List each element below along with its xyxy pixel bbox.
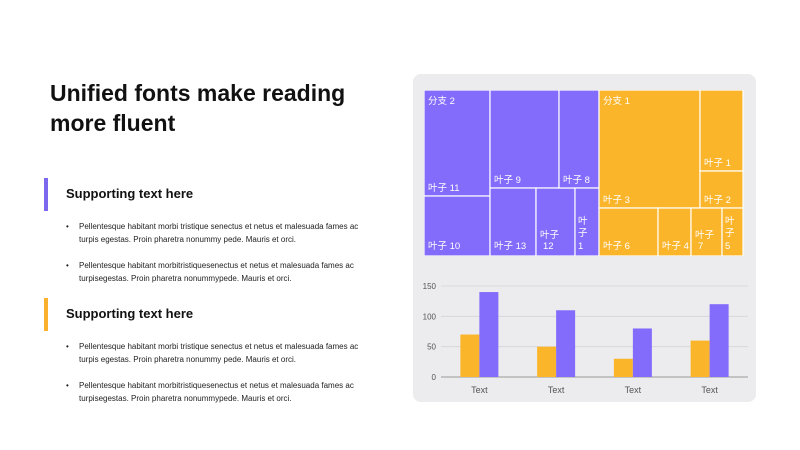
section-accent-bar	[44, 178, 48, 211]
treemap-leaf-label: 叶子 8	[563, 175, 590, 186]
treemap-leaf-label: 叶子 11	[428, 183, 460, 194]
bar	[460, 334, 480, 377]
treemap-leaf-label: 叶子 6	[603, 241, 630, 252]
treemap-leaf-label: 叶子 10	[428, 241, 460, 252]
treemap-leaf	[574, 187, 600, 256]
y-tick-label: 100	[423, 312, 437, 321]
slide-title: Unified fonts make reading more fluent	[50, 80, 346, 136]
bullet-item: Pellentesque habitant morbitristiquesene…	[66, 259, 376, 285]
treemap-leaf-label: 叶子 4	[662, 241, 689, 252]
treemap-branch-label: 分支 2	[428, 95, 455, 107]
y-tick-label: 0	[432, 373, 437, 382]
bullet-item: Pellentesque habitant morbi tristique se…	[66, 340, 376, 366]
treemap-branch-label: 分支 1	[603, 95, 630, 107]
bar	[632, 328, 652, 377]
y-tick-label: 150	[423, 282, 437, 291]
bullet-item: Pellentesque habitant morbitristiquesene…	[66, 379, 376, 405]
y-tick-label: 50	[427, 343, 436, 352]
treemap-leaf-label: 叶子15	[578, 216, 588, 256]
bar	[479, 292, 499, 377]
treemap-leaf	[598, 90, 701, 209]
bullet-list: Pellentesque habitant morbi tristique se…	[66, 220, 376, 298]
treemap-leaf	[598, 207, 659, 256]
treemap-leaf	[558, 90, 600, 189]
treemap-leaf	[721, 207, 744, 256]
treemap-leaf-label: 叶子 12	[540, 230, 560, 252]
bullet-list: Pellentesque habitant morbi tristique se…	[66, 340, 376, 418]
x-category-label: Text	[471, 385, 488, 395]
treemap-leaf	[424, 195, 491, 256]
treemap-leaf-label: 叶子 2	[704, 195, 731, 206]
treemap-leaf-label: 叶子 7	[695, 230, 715, 252]
treemap-leaf-label: 叶子 3	[603, 195, 630, 206]
treemap-leaf	[699, 170, 744, 209]
treemap-leaf-label: 叶子 1	[704, 158, 731, 169]
bar	[690, 340, 710, 377]
treemap-leaf-label: 叶子 5	[725, 216, 735, 252]
treemap-leaf	[690, 207, 723, 256]
bullet-item: Pellentesque habitant morbi tristique se…	[66, 220, 376, 246]
bar	[709, 304, 729, 377]
treemap-leaf-label: 叶子 13	[494, 241, 526, 252]
treemap-leaf	[424, 90, 491, 197]
bar	[613, 358, 633, 377]
treemap-leaf-label: 叶子 9	[494, 175, 521, 186]
bar	[556, 310, 576, 377]
bar	[537, 346, 557, 377]
section-accent-bar	[44, 298, 48, 331]
treemap-leaf	[535, 187, 576, 256]
bar-chart: 0 50 100 150 Text Text Text Text	[423, 282, 748, 395]
section-heading: Supporting text here	[66, 186, 194, 201]
x-category-label: Text	[548, 385, 565, 395]
treemap-leaf	[489, 90, 560, 189]
x-category-label: Text	[701, 385, 718, 395]
x-category-label: Text	[625, 385, 642, 395]
section-heading: Supporting text here	[66, 306, 194, 321]
